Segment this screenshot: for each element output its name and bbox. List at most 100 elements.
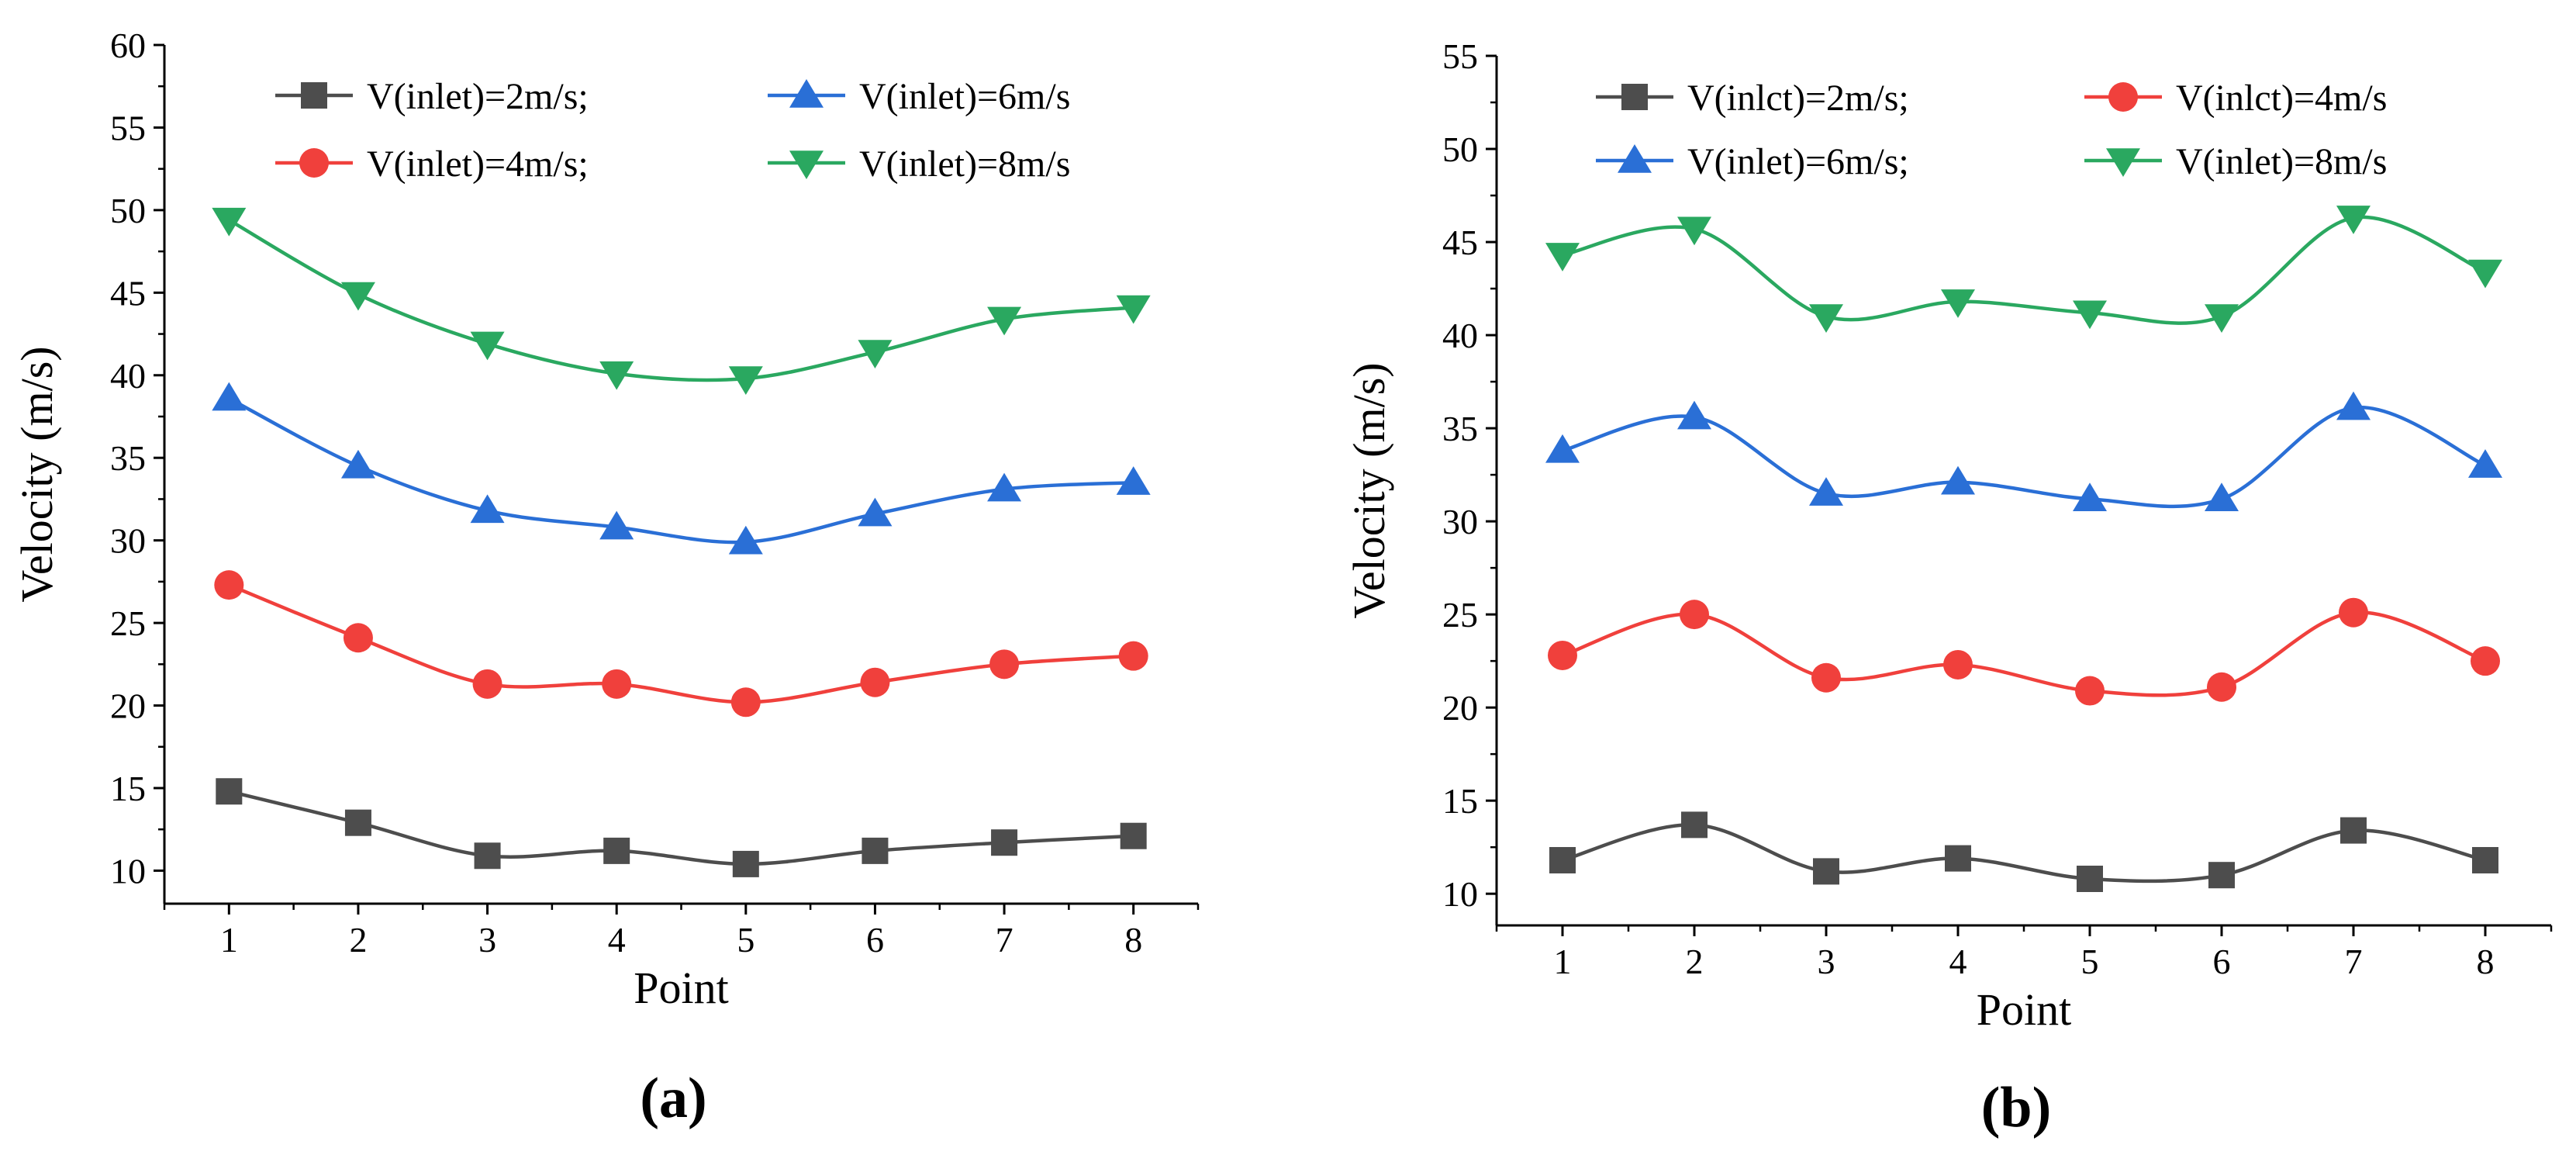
data-point xyxy=(1809,477,1843,506)
y-tick-label: 40 xyxy=(1442,316,1478,355)
data-point xyxy=(2077,865,2103,892)
y-tick-label: 15 xyxy=(110,769,146,808)
y-tick-label: 45 xyxy=(1442,223,1478,262)
y-tick-label: 30 xyxy=(110,521,146,561)
panel-label: (a) xyxy=(640,1067,706,1130)
y-tick-label: 10 xyxy=(110,851,146,890)
legend-label: V(inlet)=6m/s; xyxy=(1687,141,1909,182)
y-tick-label: 40 xyxy=(110,356,146,396)
data-point xyxy=(2205,482,2239,512)
data-point xyxy=(1116,466,1151,495)
legend-label: V(inlct)=2m/s; xyxy=(1687,78,1909,119)
y-tick-label: 25 xyxy=(110,603,146,643)
data-point xyxy=(987,306,1022,336)
data-point xyxy=(470,331,505,361)
legend-marker xyxy=(789,79,824,108)
data-point xyxy=(212,207,247,237)
data-point xyxy=(472,669,502,699)
x-tick-label: 4 xyxy=(608,920,626,960)
data-point xyxy=(1549,846,1576,873)
data-point xyxy=(1681,811,1708,839)
data-point xyxy=(1945,845,1971,872)
data-point xyxy=(2468,259,2502,289)
legend-marker xyxy=(2106,148,2140,177)
legend-label: V(inlct)=4m/s xyxy=(2176,78,2387,119)
y-tick-label: 15 xyxy=(1442,781,1478,821)
data-point xyxy=(2205,304,2239,334)
y-tick-label: 20 xyxy=(110,686,146,726)
data-point xyxy=(1809,304,1843,334)
series-3 xyxy=(1545,206,2502,334)
x-tick-label: 5 xyxy=(737,920,754,960)
legend: V(inlct)=2m/s; V(inlct)=4m/s V(inlet)=6m/s… xyxy=(1596,78,2387,182)
data-point xyxy=(1943,649,1973,680)
data-point xyxy=(214,570,244,600)
y-tick-label: 10 xyxy=(1442,874,1478,914)
x-tick-label: 5 xyxy=(2081,942,2099,981)
data-point xyxy=(862,837,889,864)
data-point xyxy=(2075,676,2105,706)
data-point xyxy=(599,510,634,540)
data-point xyxy=(2336,391,2371,420)
legend-label: V(inlet)=6m/s xyxy=(859,76,1070,117)
x-tick-label: 4 xyxy=(1949,942,1967,981)
data-point xyxy=(728,525,763,555)
y-tick-label: 20 xyxy=(1442,688,1478,728)
x-axis-title: Point xyxy=(1977,984,2072,1035)
data-point xyxy=(2339,597,2368,628)
data-point xyxy=(599,361,634,390)
data-point xyxy=(343,623,373,653)
data-point xyxy=(1548,640,1577,670)
legend-marker xyxy=(299,148,329,178)
data-point xyxy=(1545,243,1580,271)
legend-label: V(inlet)=4m/s; xyxy=(367,144,589,185)
y-tick-label: 50 xyxy=(1442,130,1478,169)
data-point xyxy=(2336,206,2371,234)
series-line xyxy=(1562,215,2486,325)
data-point xyxy=(1545,434,1580,463)
x-tick-label: 2 xyxy=(349,920,367,960)
data-point xyxy=(860,667,890,697)
legend: V(inlet)=2m/s; V(inlet)=6m/s V(inlet)=4m/s… xyxy=(275,76,1070,185)
data-point xyxy=(2208,862,2235,889)
legend-marker xyxy=(1618,144,1652,173)
y-tick-label: 60 xyxy=(110,26,146,65)
y-tick-label: 55 xyxy=(110,108,146,147)
x-tick-label: 3 xyxy=(478,920,496,960)
data-point xyxy=(987,472,1022,502)
data-point xyxy=(603,837,630,864)
x-tick-label: 7 xyxy=(2345,942,2363,981)
data-point xyxy=(730,687,761,718)
data-point xyxy=(2073,482,2107,512)
data-point xyxy=(1677,216,1711,246)
data-point xyxy=(2471,646,2500,676)
panel-label: (b) xyxy=(1981,1076,2051,1139)
series-1 xyxy=(1548,597,2500,706)
series-3 xyxy=(212,207,1151,396)
y-tick-label: 30 xyxy=(1442,502,1478,541)
x-tick-label: 3 xyxy=(1818,942,1835,981)
y-tick-label: 25 xyxy=(1442,595,1478,635)
data-point xyxy=(858,340,893,368)
series-line xyxy=(1562,610,2486,697)
series-2 xyxy=(1545,391,2502,512)
data-point xyxy=(858,497,893,527)
data-point xyxy=(1941,289,1975,318)
y-axis-title: Velocity (m/s) xyxy=(1344,362,1394,618)
x-tick-label: 1 xyxy=(1554,942,1572,981)
legend-marker xyxy=(789,150,824,179)
data-point xyxy=(2073,300,2107,330)
x-axis-title: Point xyxy=(634,963,729,1013)
x-tick-label: 6 xyxy=(2213,942,2231,981)
data-point xyxy=(1941,465,1975,495)
legend-marker xyxy=(2108,82,2138,112)
data-point xyxy=(2340,817,2367,844)
data-point xyxy=(732,850,759,877)
data-point xyxy=(340,282,375,311)
y-tick-label: 45 xyxy=(110,273,146,313)
data-point xyxy=(470,494,505,524)
data-point xyxy=(1677,400,1711,430)
